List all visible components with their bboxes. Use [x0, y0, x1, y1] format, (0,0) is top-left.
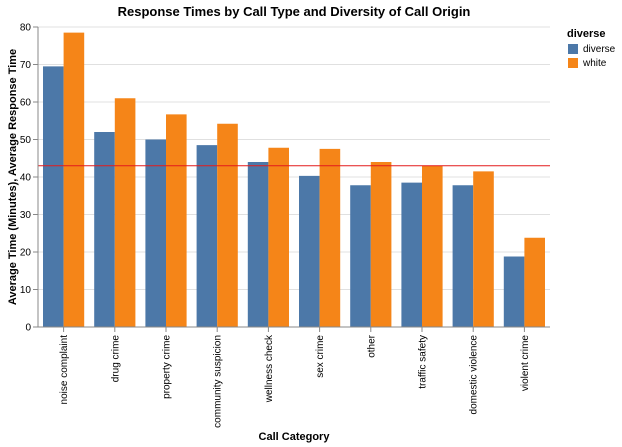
- x-tick-label: sex crime: [315, 335, 326, 378]
- bar-white: [524, 238, 545, 327]
- y-axis: 0 10 20 30 40 50 60 70 80: [20, 23, 38, 334]
- bar-white: [371, 162, 392, 327]
- bars: [43, 33, 545, 327]
- y-tick-label: 50: [20, 135, 32, 146]
- bar-diverse: [94, 132, 115, 327]
- y-tick-label: 10: [20, 285, 32, 296]
- y-tick-label: 40: [20, 173, 32, 184]
- x-tick-label: property crime: [162, 335, 173, 399]
- bar-diverse: [43, 66, 64, 327]
- y-axis-title: Average Time (Minutes), Average Response…: [7, 49, 19, 305]
- x-tick-label: domestic violence: [469, 335, 480, 415]
- bar-white: [64, 33, 85, 327]
- x-axis: noise complaint drug crime property crime c…: [38, 327, 550, 428]
- legend-label-diverse: diverse: [583, 44, 616, 55]
- y-tick-label: 30: [20, 210, 32, 221]
- chart-title: Response Times by Call Type and Diversit…: [118, 4, 471, 19]
- bar-diverse: [299, 176, 320, 327]
- bar-diverse: [401, 183, 422, 327]
- bar-white: [320, 149, 341, 327]
- y-tick-label: 20: [20, 248, 32, 259]
- x-tick-label: traffic safety: [418, 335, 429, 389]
- bar-diverse: [453, 185, 474, 327]
- x-tick-label: drug crime: [110, 335, 121, 383]
- legend-swatch-white: [568, 58, 578, 68]
- bar-diverse: [145, 140, 166, 328]
- bar-diverse: [248, 162, 269, 327]
- y-tick-label: 0: [25, 323, 31, 334]
- bar-diverse: [197, 145, 218, 327]
- x-tick-label: wellness check: [264, 334, 275, 403]
- bar-white: [217, 124, 238, 327]
- legend-swatch-diverse: [568, 44, 578, 54]
- bar-white: [166, 114, 187, 327]
- x-tick-label: violent crime: [520, 335, 531, 392]
- bar-white: [473, 171, 494, 327]
- y-tick-label: 70: [20, 60, 32, 71]
- y-tick-label: 80: [20, 23, 32, 34]
- legend-label-white: white: [582, 58, 607, 69]
- bar-diverse: [350, 185, 371, 327]
- x-tick-label: community suspicion: [213, 335, 224, 428]
- legend-title: diverse: [567, 28, 606, 40]
- x-tick-label: noise complaint: [59, 335, 70, 405]
- x-axis-title: Call Category: [259, 431, 331, 443]
- bar-white: [268, 148, 289, 327]
- bar-diverse: [504, 257, 525, 328]
- x-tick-label: other: [366, 334, 377, 357]
- y-tick-label: 60: [20, 98, 32, 109]
- bar-white: [422, 166, 443, 327]
- legend: diverse diverse white: [567, 28, 616, 69]
- bar-white: [115, 98, 136, 327]
